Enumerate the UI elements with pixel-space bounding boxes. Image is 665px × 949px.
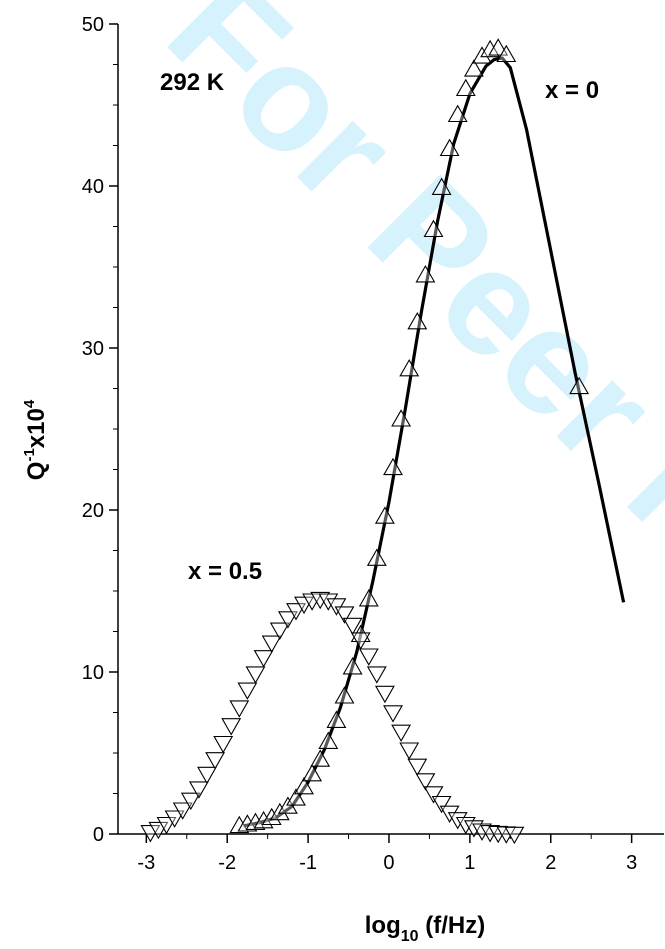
marker-x05-36	[431, 795, 452, 814]
marker-x0-0	[229, 815, 250, 834]
marker-x0-11	[318, 731, 339, 749]
marker-x05-21	[310, 591, 331, 610]
marker-x05-35	[423, 786, 444, 804]
marker-x0-16	[358, 588, 379, 607]
marker-x05-28	[366, 666, 387, 684]
marker-x0-8	[294, 776, 314, 795]
marker-x0-2	[245, 812, 266, 830]
annotation-temperature: 292 K	[160, 69, 225, 96]
y-tick-label-20: 20	[82, 500, 104, 522]
marker-x0-23	[415, 264, 436, 283]
marker-x05-39	[455, 816, 476, 835]
marker-x0-19	[383, 457, 403, 476]
marker-x0-25	[431, 177, 452, 195]
marker-x05-14	[253, 650, 274, 668]
x-axis-label: log10 (f/Hz)	[365, 912, 485, 945]
x-axis-label-unit: (f/Hz)	[419, 912, 486, 939]
marker-x05-42	[480, 825, 501, 843]
marker-x0-15	[350, 624, 371, 643]
marker-x05-22	[318, 593, 339, 611]
marker-x0-12	[326, 710, 347, 728]
marker-x05-12	[237, 682, 258, 700]
marker-x05-25	[342, 617, 363, 636]
x-tick-label-0: 0	[383, 852, 394, 874]
marker-x05-0	[140, 825, 161, 843]
marker-x0-1	[237, 814, 258, 832]
marker-x05-24	[334, 606, 355, 624]
marker-x05-15	[261, 635, 282, 653]
marker-x0-27	[447, 104, 468, 123]
fit-curve-layer	[243, 56, 626, 828]
x-tick-label--3: -3	[137, 852, 155, 874]
marker-x05-16	[269, 622, 290, 641]
annotation-x05: x = 0.5	[188, 558, 262, 585]
marker-x0-14	[342, 656, 363, 675]
marker-x05-4	[172, 802, 193, 820]
marker-x0-3	[253, 810, 274, 829]
marker-x05-10	[221, 718, 242, 736]
y-axis-label-q: Q	[23, 462, 50, 481]
x-axis-label-main: log	[365, 912, 401, 939]
marker-x0-18	[374, 506, 395, 524]
marker-x05-9	[213, 735, 234, 754]
marker-x0-20	[391, 409, 412, 427]
marker-x05-33	[407, 758, 428, 777]
marker-x05-27	[358, 648, 379, 666]
marker-x0-13	[334, 686, 355, 704]
marker-x05-5	[180, 792, 201, 811]
marker-x05-29	[374, 685, 395, 704]
markers-layer	[140, 38, 590, 845]
marker-x0-9	[302, 763, 323, 782]
marker-x0-28	[455, 78, 476, 97]
marker-x05-3	[164, 810, 185, 828]
marker-x0-21	[399, 358, 420, 377]
marker-x0-26	[439, 138, 460, 157]
marker-x0-10	[310, 749, 331, 767]
axes: 0 10 20 30 40 50 -3 -2 -1 0 1 2 3	[82, 14, 664, 874]
y-tick-label-0: 0	[93, 824, 104, 846]
marker-x0-22	[407, 311, 428, 330]
y-axis-label-x10: x10	[23, 408, 50, 448]
marker-x05-19	[294, 596, 314, 615]
marker-x05-38	[447, 812, 468, 830]
marker-x05-45	[504, 826, 525, 845]
marker-x05-17	[277, 611, 298, 629]
marker-x0-17	[366, 548, 387, 566]
marker-x05-31	[391, 724, 412, 743]
annotation-x0: x = 0	[545, 77, 599, 104]
y-axis-label-exp-four: 4	[21, 399, 38, 408]
marker-x05-7	[197, 766, 217, 785]
marker-x0-4	[261, 807, 282, 826]
marker-x05-11	[229, 700, 250, 718]
y-tick-label-40: 40	[82, 176, 104, 198]
y-axis-label: Q-1x104	[21, 399, 50, 480]
marker-x05-6	[188, 781, 209, 799]
marker-x0-34	[569, 376, 590, 395]
x-axis-label-subscript: 10	[401, 928, 419, 945]
x-tick-label--2: -2	[218, 852, 236, 874]
marker-x05-8	[205, 752, 226, 770]
marker-x05-40	[463, 820, 484, 838]
marker-x0-7	[286, 788, 306, 806]
marker-x05-41	[472, 823, 492, 841]
x-tick-label-3: 3	[626, 852, 637, 874]
y-tick-label-10: 10	[82, 662, 104, 684]
y-tick-label-50: 50	[82, 14, 104, 36]
y-tick-label-30: 30	[82, 338, 104, 360]
marker-x0-31	[480, 39, 501, 58]
marker-x0-29	[463, 59, 484, 77]
marker-x05-32	[399, 742, 420, 760]
x-tick-label--1: -1	[299, 852, 317, 874]
x-tick-label-1: 1	[464, 852, 475, 874]
marker-x05-30	[383, 705, 403, 723]
fit-curve-x0	[243, 56, 626, 828]
marker-x05-13	[245, 666, 266, 684]
marker-x05-26	[350, 632, 371, 650]
marker-x0-24	[423, 219, 444, 238]
marker-x0-33	[496, 44, 517, 63]
y-axis-label-exp-minus-one: -1	[21, 448, 38, 461]
marker-x05-34	[415, 773, 436, 791]
x-tick-label-2: 2	[545, 852, 556, 874]
